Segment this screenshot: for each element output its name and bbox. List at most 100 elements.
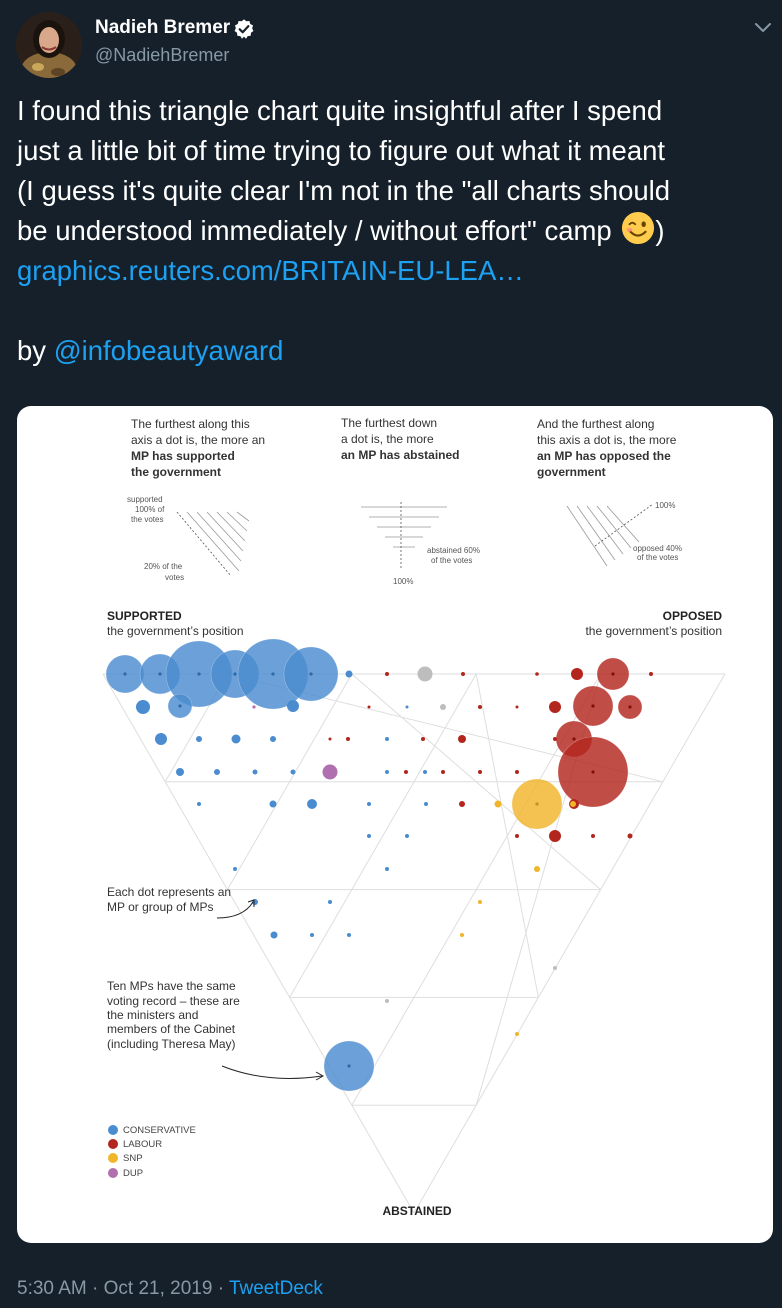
- mp-dot-center: [591, 704, 595, 708]
- legend-label: SNP: [123, 1153, 143, 1164]
- mp-dot-center: [178, 704, 182, 708]
- legend-swatch: [108, 1153, 118, 1163]
- mini-label: the votes: [131, 515, 163, 524]
- explainer-line: an MP has abstained: [341, 448, 459, 462]
- grid-line: [102, 673, 415, 1214]
- triangle-grid: [102, 673, 726, 1214]
- mp-dot-center: [197, 672, 201, 676]
- avatar-image: [16, 12, 82, 78]
- explainer-line: the government: [131, 465, 221, 479]
- tweet-time[interactable]: 5:30 AM: [17, 1278, 87, 1299]
- mp-dot: [385, 737, 389, 741]
- mp-dot-center: [611, 672, 615, 676]
- mp-dot: [515, 705, 519, 709]
- explainer-line: an MP has opposed the: [537, 449, 671, 463]
- explainer-line: MP has supported: [131, 449, 235, 463]
- mp-dot-center: [628, 705, 632, 709]
- mp-dot: [385, 672, 389, 676]
- by-line: by @infobeautyaward: [17, 331, 769, 371]
- mp-dot: [461, 672, 465, 676]
- mp-dot: [478, 770, 482, 774]
- mention-link[interactable]: @infobeautyaward: [53, 335, 284, 366]
- mp-dot: [591, 834, 595, 838]
- mp-dot: [307, 799, 317, 809]
- mp-dot: [478, 900, 482, 904]
- closing-paren: ): [655, 215, 665, 246]
- tweet-line: just a little bit of time trying to figu…: [17, 135, 666, 166]
- supported-title: SUPPORTED: [107, 609, 182, 623]
- abstained-title: ABSTAINED: [382, 1204, 451, 1218]
- article-link[interactable]: graphics.reuters.com/BRITAIN-EU-LEA…: [17, 255, 524, 286]
- mp-dot: [441, 770, 445, 774]
- mp-dot-center: [572, 737, 576, 741]
- legend-label: CONSERVATIVE: [123, 1125, 196, 1136]
- mp-dot: [196, 736, 202, 742]
- mp-dot: [252, 769, 258, 775]
- mini-label: supported: [127, 495, 163, 504]
- annotation-line: members of the Cabinet: [107, 1022, 236, 1036]
- mini-labels-supported: supported 100% of the votes 20% of the v…: [127, 495, 184, 582]
- tweet-line: I found this triangle chart quite insigh…: [17, 95, 663, 126]
- annotation-line: Ten MPs have the same: [107, 979, 236, 993]
- legend-swatch: [108, 1125, 118, 1135]
- verified-badge-icon: [234, 19, 254, 39]
- mini-label: abstained 60%: [427, 546, 480, 555]
- mp-dot: [385, 770, 389, 774]
- grid-line: [226, 673, 353, 890]
- mp-dot: [176, 768, 184, 776]
- mp-dot: [460, 933, 464, 937]
- explainer-opposed: And the furthest along this axis a dot i…: [537, 417, 677, 479]
- avatar[interactable]: [16, 12, 82, 78]
- mp-dot: [440, 704, 446, 710]
- by-text: by: [17, 335, 47, 366]
- author-name[interactable]: Nadieh Bremer: [95, 17, 231, 38]
- mp-dot: [347, 933, 351, 937]
- mp-dot: [270, 931, 278, 939]
- annotation-arrow: [221, 1065, 323, 1079]
- mp-dot: [322, 764, 338, 780]
- author-handle[interactable]: @NadiehBremer: [95, 45, 230, 65]
- mp-dot: [345, 670, 353, 678]
- mp-dot: [328, 737, 332, 741]
- tweet-media-image[interactable]: The furthest along this axis a dot is, t…: [17, 406, 773, 1243]
- opposed-subtitle: the government’s position: [585, 624, 722, 638]
- explainer-line: axis a dot is, the more an: [131, 433, 265, 447]
- mp-dot: [423, 770, 427, 774]
- grid-line: [413, 673, 726, 1214]
- mini-label: of the votes: [431, 556, 472, 565]
- mini-label: votes: [165, 573, 184, 582]
- mini-label: 100% of: [135, 505, 165, 514]
- mini-label: 20% of the: [144, 562, 183, 571]
- mp-dot: [367, 705, 371, 709]
- tweet-source-link[interactable]: TweetDeck: [228, 1278, 323, 1299]
- annotation-line: Each dot represents an: [107, 885, 231, 899]
- mp-dot: [214, 769, 220, 775]
- mp-dot: [534, 866, 540, 872]
- mp-dot: [424, 802, 428, 806]
- mini-labels-opposed: 100% opposed 40% of the votes: [633, 501, 682, 562]
- mp-dot-center: [591, 770, 595, 774]
- explainer-line: this axis a dot is, the more: [537, 433, 677, 447]
- mp-dot: [627, 833, 633, 839]
- separator-dot: ·: [217, 1278, 225, 1299]
- tweet-date[interactable]: Oct 21, 2019: [103, 1278, 213, 1299]
- mp-dot: [155, 733, 167, 745]
- supported-subtitle: the government’s position: [107, 624, 244, 638]
- annotation-line: MP or group of MPs: [107, 900, 214, 914]
- mp-dot: [136, 700, 150, 714]
- mp-dot: [287, 700, 299, 712]
- mp-dot: [553, 966, 557, 970]
- mini-label: of the votes: [637, 553, 678, 562]
- mp-dot: [231, 734, 241, 744]
- annotation-each-dot: Each dot represents an MP or group of MP…: [107, 885, 231, 914]
- mp-dot: [649, 672, 653, 676]
- chevron-down-icon[interactable]: [754, 20, 772, 34]
- mp-dot: [328, 900, 332, 904]
- tweet-footer: 5:30 AM · Oct 21, 2019 · TweetDeck: [17, 1278, 323, 1300]
- mp-dot: [571, 668, 583, 680]
- mp-dot: [197, 802, 201, 806]
- mp-dot: [405, 834, 409, 838]
- mp-dot: [405, 705, 409, 709]
- mp-dot-center: [271, 672, 275, 676]
- tweet-line: be understood immediately / without effo…: [17, 215, 612, 246]
